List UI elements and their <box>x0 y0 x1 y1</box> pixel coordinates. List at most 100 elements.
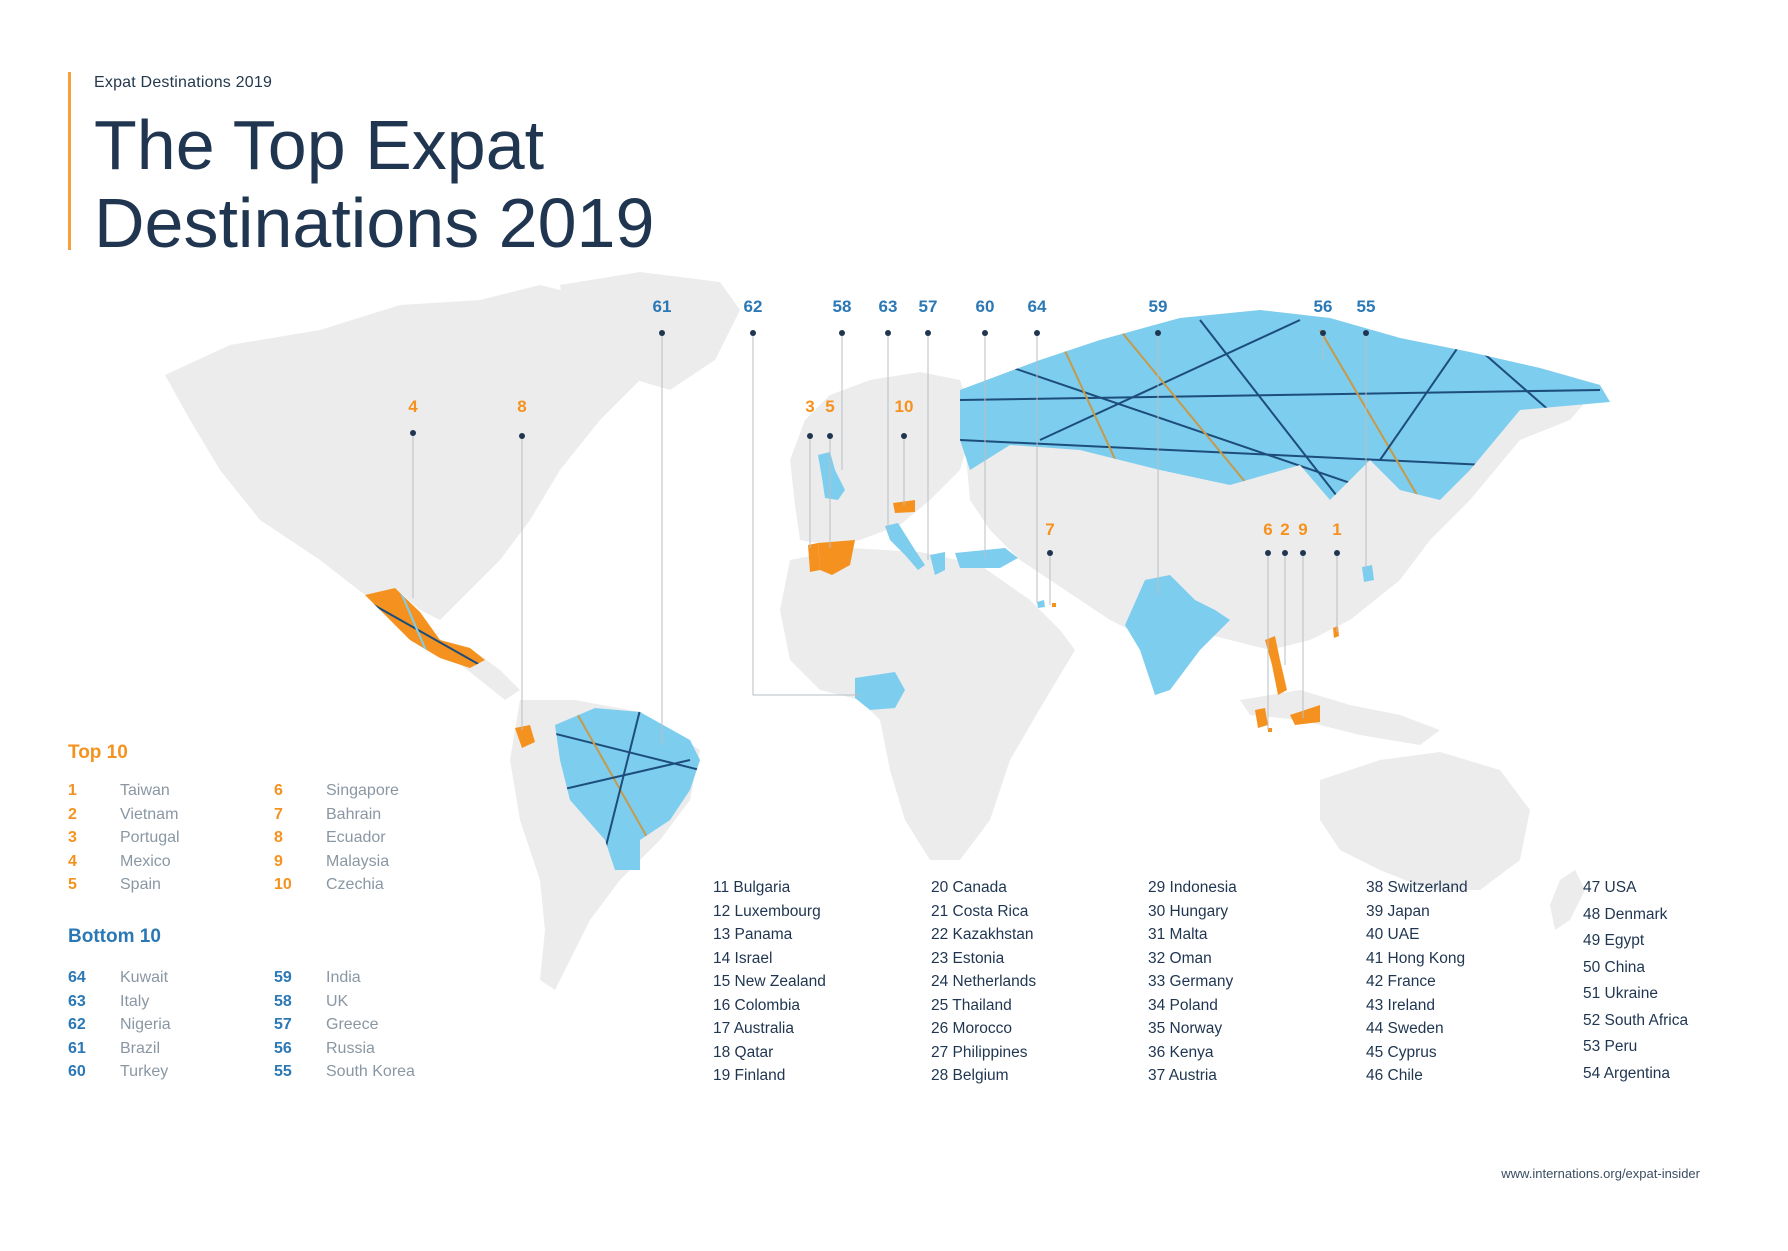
marker-dot <box>839 330 845 336</box>
marker-label: 62 <box>744 297 763 316</box>
rank-entry: 14 Israel <box>713 949 773 967</box>
marker-label: 6 <box>1263 520 1272 539</box>
legend-rank: 63 <box>68 992 86 1010</box>
legend-country: Turkey <box>120 1063 169 1080</box>
marker-dot <box>519 433 525 439</box>
rank-entry: 35 Norway <box>1148 1020 1223 1037</box>
marker-label: 55 <box>1357 297 1376 316</box>
land-greenland <box>560 272 740 390</box>
marker-group: 4 8 3 5 107 6 2 9 161 62 58 63 57 60 64 59 56 55 <box>408 297 1375 745</box>
rank-entry: 15 New Zealand <box>713 973 826 990</box>
country-greece <box>930 552 945 575</box>
rank-entry: 30 Hungary <box>1148 902 1229 920</box>
rank-entry: 34 Poland <box>1148 996 1218 1014</box>
legend-country: Spain <box>120 876 161 893</box>
rank-entry: 29 Indonesia <box>1148 879 1237 896</box>
legend-rank: 55 <box>274 1063 292 1080</box>
rank-entry: 13 Panama <box>713 926 793 943</box>
land-new-zealand <box>1550 870 1585 930</box>
marker-label: 8 <box>517 397 526 416</box>
legend-rank: 10 <box>274 876 292 893</box>
rank-entry: 26 Morocco <box>931 1020 1012 1037</box>
rank-entry: 48 Denmark <box>1583 905 1668 923</box>
page-title: The Top Expat Destinations 2019 <box>94 106 654 262</box>
country-south-korea <box>1362 565 1374 582</box>
country-vietnam <box>1265 636 1287 695</box>
marker-label: 63 <box>879 297 898 316</box>
rank-entry: 32 Oman <box>1148 949 1212 967</box>
rank-entry: 39 Japan <box>1366 902 1430 920</box>
legend-country: Taiwan <box>120 782 170 799</box>
legend-country: India <box>326 969 361 986</box>
marker-dot <box>1320 330 1326 336</box>
rank-entry: 46 Chile <box>1366 1067 1423 1084</box>
legend-country: UK <box>326 992 349 1010</box>
rank-entry: 54 Argentina <box>1583 1064 1671 1082</box>
accent-bar <box>68 72 71 250</box>
legend-country: Singapore <box>326 782 399 799</box>
rank-entry: 22 Kazakhstan <box>931 926 1034 943</box>
legend-country: Malaysia <box>326 852 390 870</box>
legend-rank: 64 <box>68 969 86 986</box>
legend-rank: 60 <box>68 1063 86 1080</box>
land-europe <box>790 372 975 545</box>
marker-dot <box>1034 330 1040 336</box>
legend-country: Russia <box>326 1039 375 1057</box>
rank-entry: 11 Bulgaria <box>713 879 791 896</box>
legend-rank: 8 <box>274 829 283 846</box>
title-line-2: Destinations 2019 <box>94 184 655 262</box>
marker-dot <box>901 433 907 439</box>
rank-entry: 51 Ukraine <box>1583 985 1658 1002</box>
legend-rank: 62 <box>68 1016 86 1033</box>
marker-label: 2 <box>1280 520 1289 539</box>
land-north-america <box>165 285 640 620</box>
land-indonesia <box>1240 690 1440 745</box>
rank-entry: 36 Kenya <box>1148 1043 1214 1061</box>
legend-country: Mexico <box>120 852 171 870</box>
legend-rank: 7 <box>274 805 283 823</box>
footer-url: www.internations.org/expat-insider <box>1501 1166 1700 1181</box>
rank-entry: 41 Hong Kong <box>1366 949 1466 967</box>
legend-country: Portugal <box>120 829 180 846</box>
rank-entry: 12 Luxembourg <box>713 902 821 920</box>
land-africa <box>780 548 1075 860</box>
rank-entry: 20 Canada <box>931 879 1007 896</box>
marker-label: 61 <box>653 297 672 316</box>
legend-country: South Korea <box>326 1063 415 1080</box>
rank-entry: 43 Ireland <box>1366 996 1435 1014</box>
rank-entry: 53 Peru <box>1583 1038 1638 1055</box>
country-czechia <box>893 500 915 513</box>
rank-entry: 18 Qatar <box>713 1043 774 1061</box>
country-taiwan <box>1333 626 1339 638</box>
country-ecuador <box>515 725 535 748</box>
marker-dot <box>1363 330 1369 336</box>
legend-rank: 59 <box>274 969 292 986</box>
marker-dot <box>1334 550 1340 556</box>
legend-rank: 4 <box>68 852 77 870</box>
rank-entry: 49 Egypt <box>1583 932 1645 949</box>
decor-lines <box>365 319 1601 870</box>
marker-dot <box>410 430 416 436</box>
legend-country: Italy <box>120 992 150 1010</box>
country-india <box>1125 575 1230 695</box>
country-brazil <box>555 708 700 870</box>
country-turkey <box>955 548 1018 568</box>
marker-label: 3 <box>805 397 814 416</box>
legend-rank: 1 <box>68 782 77 799</box>
country-uk <box>818 452 845 500</box>
bottom10-heading: Bottom 10 <box>68 926 161 947</box>
marker-dot <box>1265 550 1271 556</box>
rank-entry: 21 Costa Rica <box>931 902 1029 920</box>
bottom-countries <box>555 310 1610 870</box>
marker-dot <box>827 433 833 439</box>
country-russia <box>960 310 1610 500</box>
country-kuwait <box>1037 600 1045 608</box>
legend-rank: 6 <box>274 782 283 799</box>
marker-label: 60 <box>976 297 995 316</box>
rank-entry: 45 Cyprus <box>1366 1043 1437 1061</box>
marker-dot <box>925 330 931 336</box>
rank-entry: 24 Netherlands <box>931 973 1037 990</box>
marker-label: 64 <box>1028 297 1047 316</box>
marker-dot <box>982 330 988 336</box>
legend-country: Bahrain <box>326 805 382 823</box>
